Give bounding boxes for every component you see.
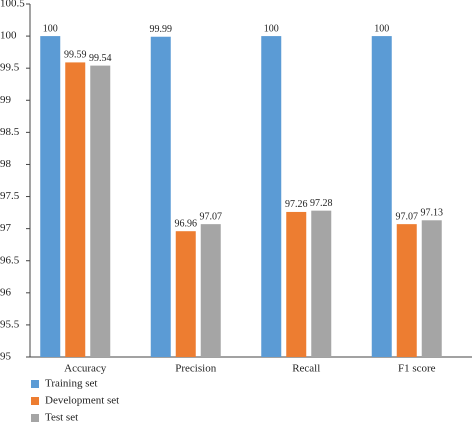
y-tick-label: 95.5	[0, 318, 20, 330]
bar	[40, 36, 61, 357]
data-label: 97.26	[285, 199, 308, 210]
bar	[396, 224, 417, 357]
data-label: 97.28	[310, 198, 333, 209]
bar	[150, 36, 171, 357]
data-label: 97.07	[396, 211, 419, 222]
x-tick-label: Recall	[292, 363, 320, 375]
data-label: 99.54	[89, 53, 112, 64]
x-tick-label: Accuracy	[64, 363, 107, 375]
x-tick-label: Precision	[175, 363, 216, 375]
data-label: 100	[264, 23, 279, 34]
legend-swatch	[31, 414, 39, 422]
y-tick-label: 96	[0, 286, 12, 298]
y-tick-label: 100.5	[0, 0, 25, 10]
legend-label: Development set	[45, 395, 119, 407]
data-label: 97.07	[200, 211, 223, 222]
y-tick-label: 100	[0, 30, 17, 42]
bar	[421, 220, 442, 357]
y-tick-label: 99.5	[0, 62, 20, 74]
y-tick-label: 95	[0, 351, 12, 363]
y-tick-label: 98.5	[0, 126, 20, 138]
y-tick-label: 98	[0, 158, 12, 170]
legend-swatch	[31, 397, 39, 405]
bar	[286, 211, 307, 357]
y-tick-label: 96.5	[0, 254, 20, 266]
legend-label: Test set	[45, 412, 78, 423]
data-label: 99.99	[150, 24, 173, 35]
legend-label: Training set	[45, 378, 97, 390]
bar	[200, 224, 221, 357]
bar	[65, 62, 86, 357]
data-label: 97.13	[421, 208, 444, 219]
data-label: 96.96	[175, 219, 198, 230]
y-tick-label: 97	[0, 222, 12, 234]
bar	[90, 65, 111, 357]
bar	[311, 210, 332, 357]
y-tick-label: 99	[0, 94, 12, 106]
bar	[261, 36, 282, 357]
data-label: 100	[374, 23, 389, 34]
legend-swatch	[31, 380, 39, 388]
bar	[371, 36, 392, 357]
x-tick-label: F1 score	[398, 363, 436, 375]
y-tick-label: 97.5	[0, 190, 20, 202]
bar	[175, 231, 196, 357]
data-label: 100	[43, 23, 58, 34]
data-label: 99.59	[64, 50, 87, 61]
